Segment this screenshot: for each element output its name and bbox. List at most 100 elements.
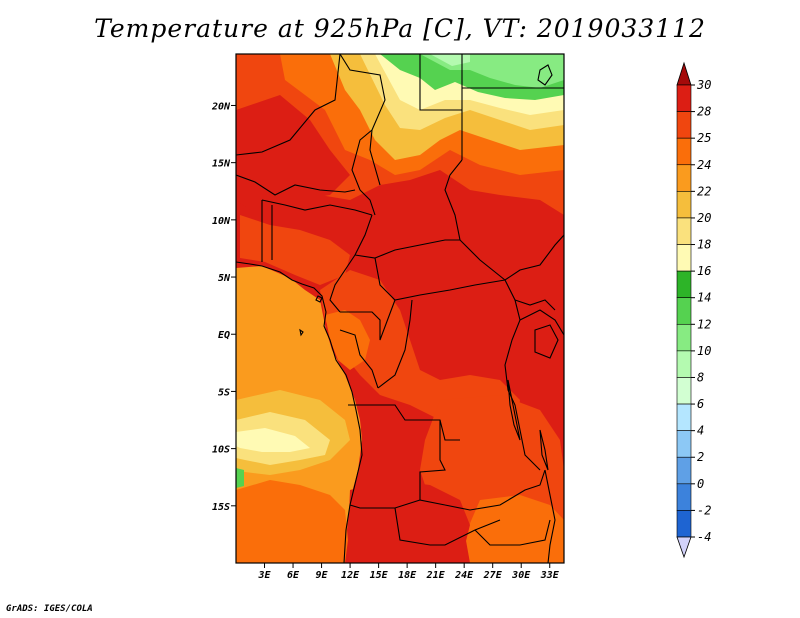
grads-credit: GrADS: IGES/COLA <box>6 604 93 614</box>
colorbar-segment <box>676 510 692 538</box>
colorbar-segment <box>676 430 692 458</box>
x-tick-label: 33E <box>540 570 560 581</box>
border-angola-east <box>419 420 446 506</box>
x-tick-label: 15E <box>370 570 389 581</box>
x-tick-label: 18E <box>398 570 417 581</box>
colorbar-label: -4 <box>697 530 711 544</box>
border-sahel-north <box>236 54 341 156</box>
border-angola-south <box>349 499 421 509</box>
colorbar-label: 28 <box>697 105 711 119</box>
colorbar-segment <box>676 456 692 485</box>
colorbar-label: 22 <box>697 184 711 198</box>
y-tick-label: 10N <box>212 216 231 227</box>
lake-victoria <box>534 324 559 359</box>
border-car-south <box>374 257 506 301</box>
border-namibia-botswana <box>394 507 501 546</box>
border-algeria-libya <box>339 54 386 186</box>
colorbar-label: 2 <box>697 450 704 464</box>
border-uganda <box>514 299 556 311</box>
colorbar-segment <box>676 137 692 166</box>
x-axis: 3E 6E 9E 12E 15E 18E 21E 24E 27E 30E 33E <box>257 563 560 581</box>
temperature-field <box>236 54 564 563</box>
x-tick-label: 9E <box>316 570 329 581</box>
country-borders <box>236 54 564 563</box>
plot-frame <box>235 53 565 564</box>
chart-title: Temperature at 925hPa [C], VT: 201903311… <box>94 14 706 43</box>
colorbar-segment <box>676 297 692 325</box>
border-tanzania-kenya <box>519 309 564 336</box>
border-niger-chad <box>351 129 376 216</box>
colorbar-segment <box>676 403 692 431</box>
colorbar-label: 25 <box>697 131 711 145</box>
x-tick-label: 12E <box>341 570 360 581</box>
border-drc-east <box>504 279 541 471</box>
field-nigeria-orange <box>240 215 350 285</box>
colorbar-segment <box>676 217 692 245</box>
gulf-islands <box>299 295 323 337</box>
colorbar-segment <box>676 191 692 219</box>
colorbar-label: 10 <box>697 344 711 358</box>
colorbar-segment <box>676 377 692 405</box>
colorbar-segment <box>676 270 692 299</box>
colorbar-segment <box>676 111 692 139</box>
border-zambia-east <box>444 469 546 511</box>
y-tick-label: 20N <box>211 101 231 112</box>
border-angola-north <box>348 404 460 441</box>
colorbar-label: 30 <box>696 78 711 92</box>
colorbar-top-arrow <box>676 61 692 86</box>
colorbar-label: 0 <box>697 477 704 491</box>
field-atlantic-coolest <box>236 428 310 452</box>
y-tick-label: 15N <box>212 159 231 170</box>
border-car-north <box>354 239 460 259</box>
colorbar-label: 20 <box>697 211 711 225</box>
colorbar-label: 6 <box>697 397 704 411</box>
border-nigeria-north <box>261 199 373 216</box>
border-gabon-congo <box>339 329 379 389</box>
border-zimbabwe <box>474 519 551 546</box>
y-tick-label: 15S <box>212 502 230 513</box>
y-axis: 20N 15N 10N 5N EQ 5S 10S 15S <box>211 101 236 513</box>
y-tick-label: EQ <box>218 330 230 341</box>
border-mozambique <box>544 469 556 563</box>
y-tick-label: 5N <box>218 273 231 284</box>
y-tick-label: 10S <box>212 445 230 456</box>
colorbar-bottom-arrow <box>676 536 692 559</box>
coastline-west-africa <box>236 261 363 563</box>
field-zambia-hot <box>348 480 470 563</box>
field-green-patch-sw <box>236 468 244 488</box>
colorbar-segment <box>676 164 692 192</box>
colorbar-segment <box>676 483 692 511</box>
field-west-hot <box>236 95 350 210</box>
border-egypt-sudan <box>419 54 462 111</box>
colorbar-label: 4 <box>697 424 704 438</box>
x-tick-label: 21E <box>426 570 446 581</box>
x-tick-label: 24E <box>454 570 474 581</box>
colorbar-label: -2 <box>697 503 711 517</box>
lake-malawi <box>539 429 549 471</box>
field-south-lightorange <box>465 495 564 563</box>
colorbar-label: 12 <box>697 317 711 331</box>
x-tick-label: 3E <box>257 570 271 581</box>
x-tick-label: 6E <box>287 570 300 581</box>
field-atlantic-south-warm <box>236 480 348 563</box>
colorbar-label: 24 <box>697 158 711 172</box>
colorbar-label: 14 <box>697 291 711 305</box>
colorbar-segment <box>676 350 692 378</box>
field-north-green-pale <box>430 54 470 66</box>
border-benin-togo <box>261 200 273 262</box>
colorbar-label: 16 <box>697 264 711 278</box>
border-cameroon-gabon <box>340 299 396 341</box>
colorbar-segment <box>676 244 692 272</box>
colorbar-segment <box>676 323 692 352</box>
border-chad-sudan <box>444 159 564 281</box>
colorbar-label: 8 <box>697 370 704 384</box>
red-sea-coast <box>537 64 553 86</box>
y-tick-label: 5S <box>218 387 230 398</box>
x-tick-label: 30E <box>511 570 531 581</box>
lake-tanganyika <box>507 379 521 441</box>
border-mali-burkina <box>236 174 356 196</box>
colorbar-segment <box>676 84 692 112</box>
field-gabon-lightorange <box>325 310 370 370</box>
